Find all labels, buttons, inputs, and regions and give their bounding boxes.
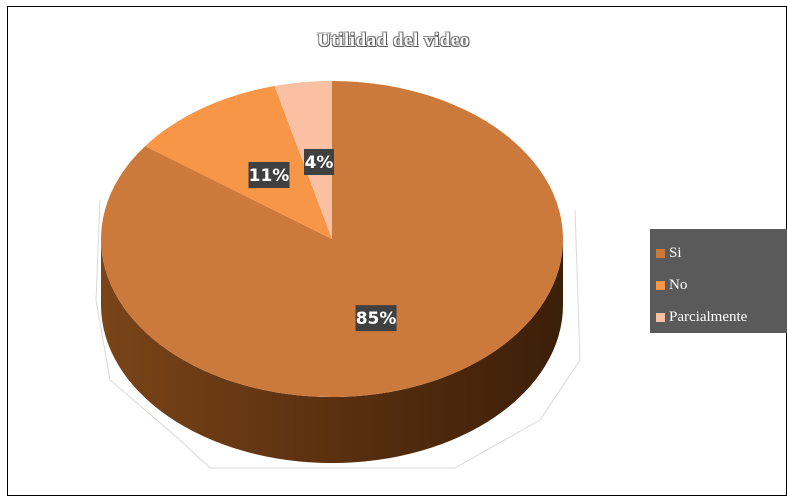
data-label-si: 85% — [355, 305, 397, 332]
pie-side-wall — [101, 239, 563, 463]
legend-swatch-no — [656, 280, 665, 290]
chart-legend: Si No Parcialmente — [650, 229, 787, 333]
pie-slice-parcialmente — [274, 81, 332, 239]
legend-swatch-parcialmente — [656, 312, 665, 322]
data-label-text-si: 85% — [356, 309, 397, 329]
data-label-text-parcialmente: 4% — [305, 153, 334, 173]
legend-item-parcialmente: Parcialmente — [656, 301, 787, 333]
pie-shadow-outline — [95, 199, 581, 469]
legend-item-no: No — [656, 269, 787, 301]
data-label-parcialmente: 4% — [304, 149, 334, 175]
data-label-bg-parcialmente — [304, 149, 334, 175]
legend-swatch-si — [656, 248, 665, 258]
data-label-text-no: 11% — [249, 166, 290, 186]
legend-label-si: Si — [669, 244, 682, 261]
legend-label-no: No — [669, 276, 688, 293]
pie-slice-no — [145, 85, 332, 239]
data-label-no: 11% — [248, 162, 290, 188]
legend-label-parcialmente: Parcialmente — [669, 308, 748, 325]
data-label-bg-si — [355, 305, 397, 332]
chart-title: Utilidad del video — [317, 30, 470, 51]
legend-item-si: Si — [656, 237, 787, 269]
data-label-bg-no — [248, 162, 290, 188]
